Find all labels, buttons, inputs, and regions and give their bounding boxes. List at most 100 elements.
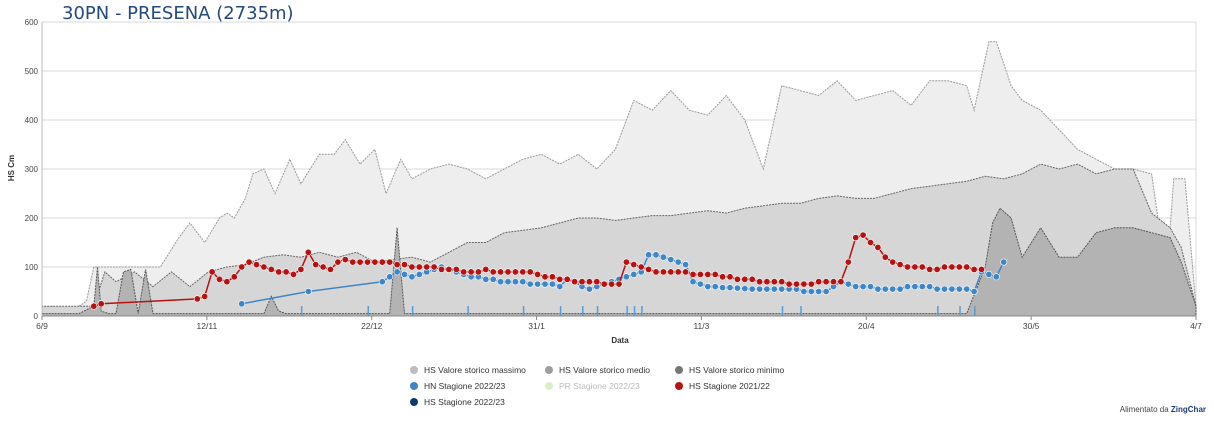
data-point [918, 283, 926, 291]
data-point [844, 280, 852, 288]
legend-label: HS Stagione 2021/22 [689, 381, 770, 391]
data-point [556, 283, 564, 291]
data-point [822, 278, 830, 286]
data-point [977, 265, 985, 273]
data-point [815, 287, 823, 295]
data-point [829, 278, 837, 286]
data-point [393, 268, 401, 276]
hn-bars [300, 306, 976, 316]
credit[interactable]: Alimentato da ZingChar [1120, 405, 1206, 414]
data-point [593, 278, 601, 286]
legend-item-max[interactable]: HS Valore storico massimo [410, 365, 526, 375]
data-point [519, 268, 527, 276]
hn-bar [937, 306, 939, 316]
data-point [260, 263, 268, 271]
data-point [955, 263, 963, 271]
data-point [696, 280, 704, 288]
data-point [704, 283, 712, 291]
data-point [452, 265, 460, 273]
data-point [704, 270, 712, 278]
data-point [955, 285, 963, 293]
data-point [223, 278, 231, 286]
data-point [622, 273, 630, 281]
data-point [349, 258, 357, 266]
data-point [852, 283, 860, 291]
data-point [903, 263, 911, 271]
hn-bar [800, 306, 802, 316]
legend-label: HS Stagione 2022/23 [424, 397, 505, 407]
data-point [489, 275, 497, 283]
data-point [622, 258, 630, 266]
data-point [585, 285, 593, 293]
legend-item-avg[interactable]: HS Valore storico medio [545, 365, 650, 375]
data-point [563, 275, 571, 283]
data-point [741, 275, 749, 283]
data-point [807, 280, 815, 288]
x-axis-label: Data [611, 336, 629, 345]
data-point [378, 278, 386, 286]
data-point [963, 285, 971, 293]
data-point [926, 265, 934, 273]
data-point [940, 285, 948, 293]
legend-item-hs2122[interactable]: HS Stagione 2021/22 [675, 381, 770, 391]
hn-bar [559, 306, 562, 316]
data-point [437, 265, 445, 273]
data-point [852, 234, 860, 242]
data-point [534, 270, 542, 278]
data-point [719, 273, 727, 281]
data-point [874, 285, 882, 293]
hn-bar [367, 306, 369, 316]
legend-marker [410, 366, 418, 374]
hn-bar [641, 306, 643, 316]
data-point [519, 278, 527, 286]
data-point [386, 258, 394, 266]
data-point [940, 263, 948, 271]
data-point [903, 283, 911, 291]
x-tick-label: 11/3 [693, 321, 709, 331]
areas [41, 41, 1197, 317]
data-point [674, 268, 682, 276]
data-point [689, 270, 697, 278]
data-point [785, 280, 793, 288]
hn-bar [467, 306, 469, 316]
data-point [689, 278, 697, 286]
data-point [504, 268, 512, 276]
data-point [578, 278, 586, 286]
data-point [423, 263, 431, 271]
data-point [711, 283, 719, 291]
data-point [807, 287, 815, 295]
data-point [652, 268, 660, 276]
legend-item-hn[interactable]: HN Stagione 2022/23 [410, 381, 505, 391]
hn-bar [959, 306, 961, 316]
legend-label: HN Stagione 2022/23 [424, 381, 506, 391]
axes: 0 100 200 300 400 500 600 6/9 12/11 22/12 31/1 11/3… [25, 18, 1203, 331]
data-point [482, 265, 490, 273]
y-axis-label: HS Cm [7, 155, 16, 181]
data-point [837, 278, 845, 286]
data-point [756, 278, 764, 286]
data-point [511, 278, 519, 286]
data-point [800, 280, 808, 288]
data-point [992, 273, 1000, 281]
data-point [682, 268, 690, 276]
y-tick-label: 600 [25, 18, 39, 27]
data-point [97, 300, 105, 308]
hn-bar [582, 306, 584, 316]
legend-item-min[interactable]: HS Valore storico minimo [675, 365, 784, 375]
legend-label: PR Stagione 2022/23 [559, 381, 640, 391]
data-point [896, 261, 904, 269]
hn-bar [300, 306, 303, 316]
data-point [208, 268, 216, 276]
legend-marker [545, 366, 553, 374]
data-point [304, 287, 312, 295]
legend-marker [675, 366, 683, 374]
data-point [445, 265, 453, 273]
y-tick-label: 300 [25, 165, 39, 174]
data-point [467, 268, 475, 276]
data-point [363, 258, 371, 266]
legend-item-pr[interactable]: PR Stagione 2022/23 [545, 381, 640, 391]
data-point [482, 275, 490, 283]
data-point [253, 261, 261, 269]
legend-item-hs2223[interactable]: HS Stagione 2022/23 [410, 397, 505, 407]
